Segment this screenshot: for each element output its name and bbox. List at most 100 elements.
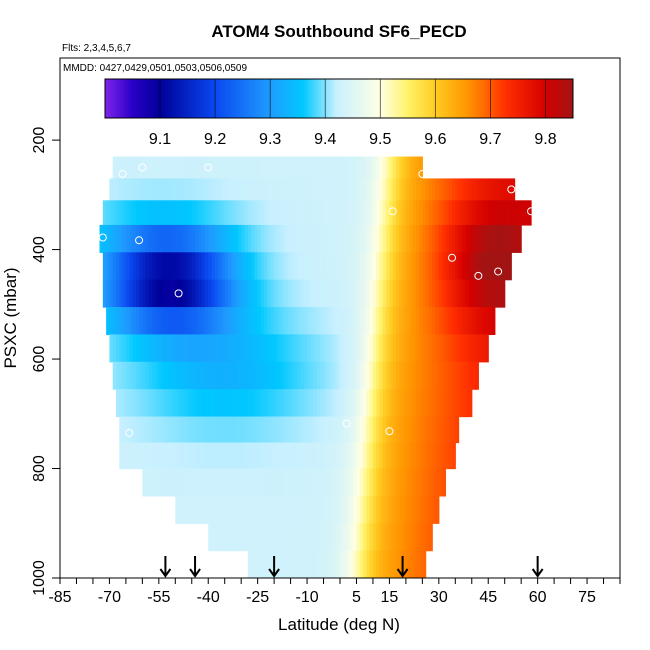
colorbar-tick-label: 9.6 [424,131,446,148]
heatmap-cell [471,178,476,201]
heatmap-cell [478,334,483,363]
heatmap-cell [465,334,470,363]
heatmap-cell [290,468,295,497]
heatmap-cell [155,307,160,336]
heatmap-cell [307,252,311,281]
heatmap-cell [122,416,127,444]
heatmap-cell [379,334,384,363]
heatmap-cell [172,334,176,363]
heatmap-cell [323,416,328,444]
heatmap-cell [175,389,180,418]
heatmap-cell [135,389,140,418]
heatmap-cell [119,200,124,226]
heatmap-cell [498,224,503,253]
heatmap-cell [356,495,361,524]
heatmap-cell [303,416,308,444]
heatmap-cell [162,389,167,418]
heatmap-cell [145,200,150,226]
heatmap-cell [376,252,381,281]
heatmap-cell [402,307,407,336]
heatmap-cell [399,468,404,497]
heatmap-cell [224,252,229,281]
heatmap-cell [214,334,219,363]
heatmap-cell [175,442,180,470]
heatmap-cell [422,389,427,418]
heatmap-cell [326,224,331,253]
heatmap-cell [435,200,440,226]
heatmap-cell [293,361,298,390]
heatmap-cell [475,224,479,253]
heatmap-cell [333,279,338,308]
heatmap-cell [359,523,364,552]
heatmap-cell [178,361,183,390]
heatmap-cell [369,252,374,281]
heatmap-cell [162,178,167,201]
heatmap-cell [139,224,143,253]
heatmap-cell [201,252,206,281]
heatmap-cell [290,156,295,180]
heatmap-cell [448,389,453,418]
heatmap-cell [316,468,321,497]
heatmap-cell [116,252,120,281]
heatmap-cell [284,178,288,201]
heatmap-cell [191,252,196,281]
heatmap-cell [310,416,315,444]
heatmap-cell [307,178,311,201]
heatmap-cell [333,178,338,201]
heatmap-cell [145,156,150,180]
heatmap-cell [379,307,384,336]
heatmap-cell [468,389,473,418]
heatmap-cell [254,361,259,390]
heatmap-cell [185,389,190,418]
heatmap-cell [280,442,285,470]
heatmap-cell [425,442,430,470]
heatmap-cell [396,224,400,253]
heatmap-cell [287,252,292,281]
heatmap-cell [399,224,404,253]
heatmap-cell [224,224,229,253]
heatmap-cell [125,252,130,281]
heatmap-cell [392,307,397,336]
heatmap-cell [445,252,450,281]
heatmap-cell [162,252,167,281]
heatmap-cell [270,200,275,226]
heatmap-cell [346,307,351,336]
heatmap-cell [399,523,404,552]
heatmap-cell [132,178,137,201]
heatmap-cell [409,307,414,336]
heatmap-cell [139,307,143,336]
heatmap-cell [412,334,417,363]
heatmap-cell [442,252,447,281]
heatmap-cell [221,495,226,524]
heatmap-cell [435,178,440,201]
heatmap-cell [336,156,341,180]
heatmap-cell [419,550,423,578]
heatmap-cell [191,156,196,180]
heatmap-cell [343,156,348,180]
heatmap-cell [307,156,311,180]
heatmap-cell [359,361,364,390]
heatmap-cell [145,252,150,281]
heatmap-cell [363,495,367,524]
heatmap-cell [419,523,423,552]
heatmap-cell [340,279,344,308]
heatmap-cell [320,550,325,578]
heatmap-cell [172,468,176,497]
heatmap-cell [336,200,341,226]
heatmap-cell [148,334,153,363]
heatmap-cell [389,495,394,524]
heatmap-cell [369,200,374,226]
heatmap-cell [224,200,229,226]
heatmap-cell [172,156,176,180]
heatmap-cell [102,200,107,226]
heatmap-cell [461,252,466,281]
heatmap-cell [165,468,170,497]
heatmap-cell [422,307,427,336]
heatmap-cell [412,307,417,336]
heatmap-cell [218,416,223,444]
heatmap-cell [214,523,219,552]
heatmap-cell [172,361,176,390]
heatmap-cell [204,178,209,201]
heatmap-cell [274,334,279,363]
heatmap-cell [188,361,193,390]
